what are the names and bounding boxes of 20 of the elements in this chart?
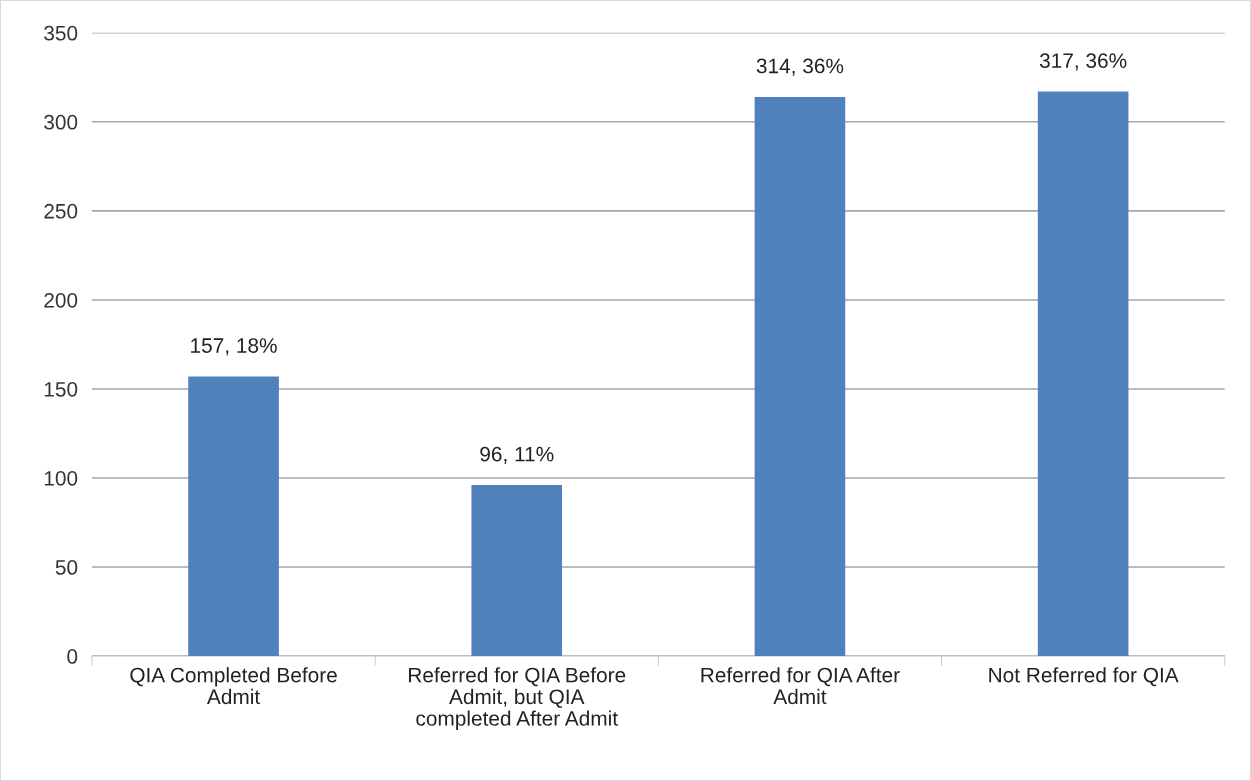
y-tick-label: 200 <box>44 292 78 308</box>
data-label: 96, 11% <box>480 446 554 464</box>
bar <box>754 96 846 657</box>
y-tick-label: 0 <box>67 649 78 664</box>
y-tick-label: 350 <box>44 25 78 41</box>
data-label: 317, 36% <box>1039 53 1127 71</box>
x-tick-label: QIA Completed Before Admit <box>130 667 337 705</box>
x-tick-label: Not Referred for QIA <box>989 667 1179 687</box>
data-label: 157, 18% <box>191 338 277 356</box>
x-tick-label: Referred for QIA Before Admit, but QIA completed After Admit <box>409 667 626 730</box>
y-tick-label: 100 <box>44 470 78 486</box>
y-tick-label: 300 <box>44 114 78 130</box>
y-tick-label: 150 <box>44 381 78 397</box>
bar <box>188 376 279 657</box>
bar <box>471 485 563 657</box>
data-label: 314, 36% <box>756 58 844 76</box>
bar <box>1037 91 1129 657</box>
x-tick-label: Referred for QIA After Admit <box>701 667 900 705</box>
y-tick-label: 50 <box>55 560 78 575</box>
y-tick-label: 250 <box>44 203 78 219</box>
